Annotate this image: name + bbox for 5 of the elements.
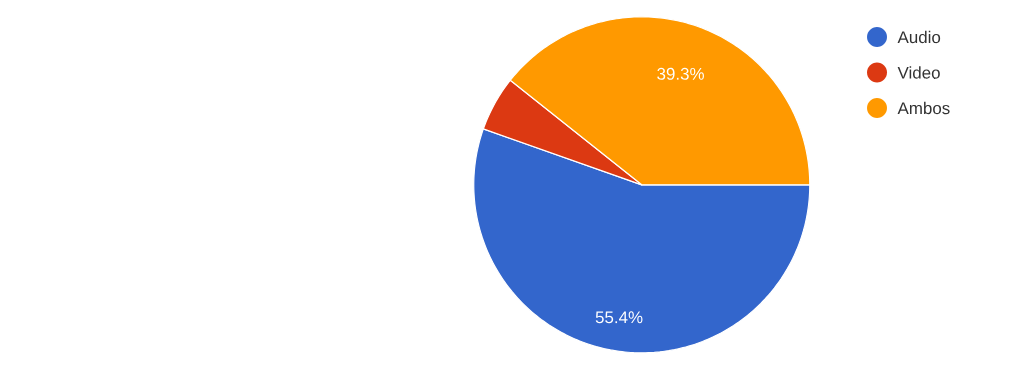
- data-label: 39.3%: [657, 67, 704, 80]
- legend-label: Ambos: [897, 101, 950, 115]
- data-label: 55.4%: [595, 311, 643, 324]
- legend-label: Audio: [897, 30, 941, 44]
- legend-label: Video: [897, 66, 940, 79]
